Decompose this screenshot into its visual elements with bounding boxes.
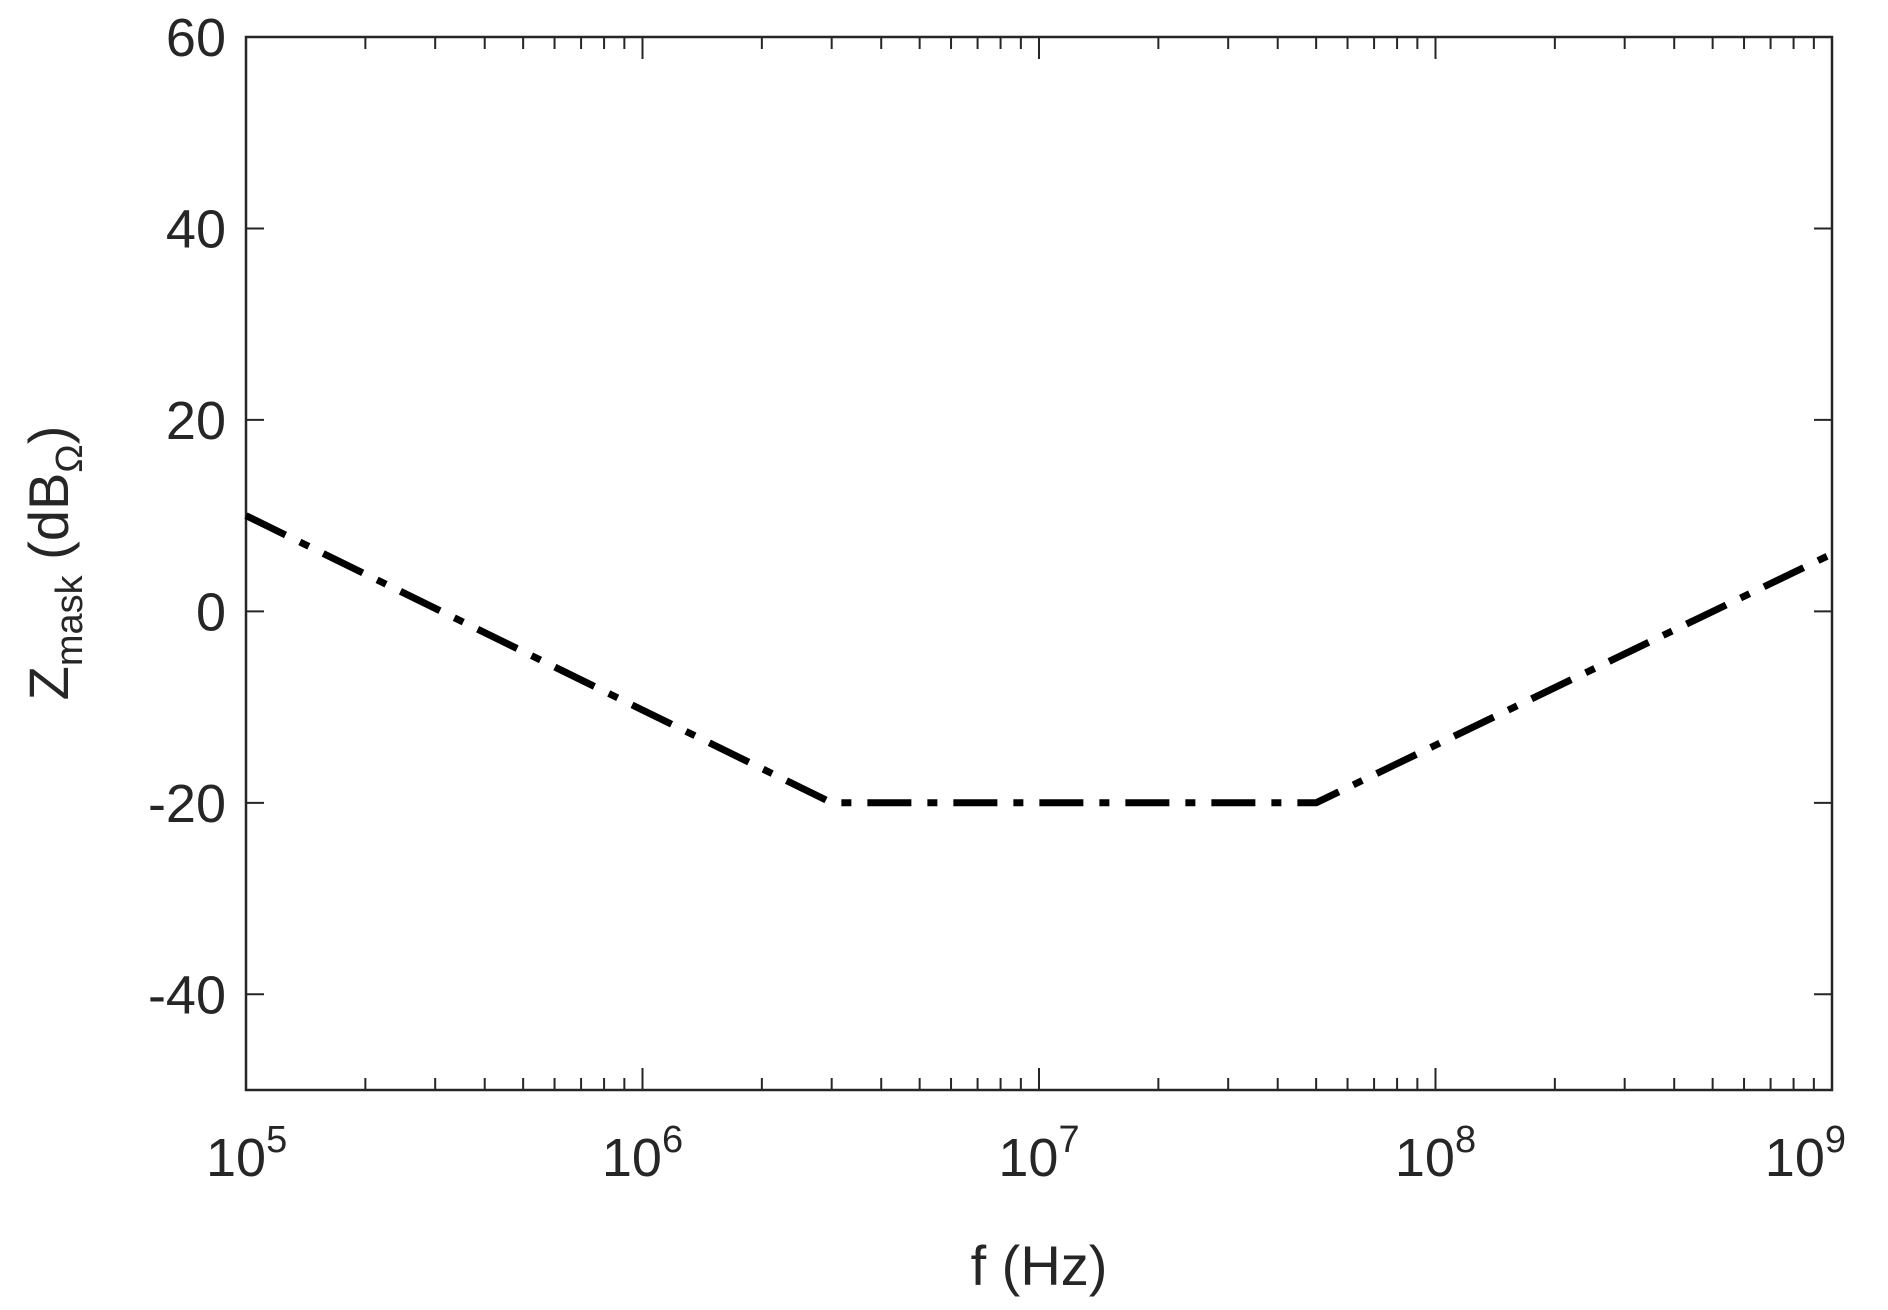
x-tick-label-exponent: 5	[266, 1119, 287, 1161]
x-tick-label: 106	[602, 1119, 683, 1188]
minor-ticks	[364, 37, 1815, 1090]
y-tick-labels: 60 40 20 0 -20 -40	[148, 8, 226, 1025]
y-tick-label: 0	[196, 582, 226, 642]
x-tick-label-exponent: 9	[1825, 1119, 1846, 1161]
x-tick-label-base: 10	[1765, 1128, 1825, 1188]
y-tick-label: -20	[148, 774, 226, 834]
x-tick-label-exponent: 6	[662, 1119, 683, 1161]
plot-frame	[244, 35, 1834, 1092]
y-tick-label: 20	[166, 391, 226, 451]
x-tick-label-base: 10	[998, 1128, 1058, 1188]
x-tick-label-exponent: 7	[1058, 1119, 1079, 1161]
x-tick-label: 107	[998, 1119, 1079, 1188]
x-axis-label: f (Hz)	[971, 1234, 1108, 1297]
series-layer	[244, 512, 1834, 807]
x-tick-label-base: 10	[206, 1128, 266, 1188]
y-axis-label-main: Z	[17, 666, 80, 700]
y-axis-label-subscript: mask	[49, 574, 91, 666]
y-axis-label-unit-open: (dB	[17, 473, 80, 576]
y-axis-label-unit-close: )	[17, 426, 80, 445]
y-axis-label: Zmask (dBΩ)	[17, 426, 91, 701]
x-tick-label: 108	[1395, 1119, 1476, 1188]
x-tick-labels: 105 106 107 108 109	[206, 1119, 1846, 1188]
x-tick-label: 105	[206, 1119, 287, 1188]
x-tick-label-base: 10	[602, 1128, 662, 1188]
x-tick-label-base: 10	[1395, 1128, 1455, 1188]
y-tick-label: 40	[166, 199, 226, 259]
plot-area-background	[246, 37, 1832, 1090]
x-tick-label-exponent: 8	[1455, 1119, 1476, 1161]
x-tick-label: 109	[1765, 1119, 1846, 1188]
y-tick-label: 60	[166, 8, 226, 68]
y-tick-label: -40	[148, 965, 226, 1025]
y-axis-label-unit-subscript: Ω	[49, 444, 91, 472]
series-line	[244, 512, 1834, 807]
